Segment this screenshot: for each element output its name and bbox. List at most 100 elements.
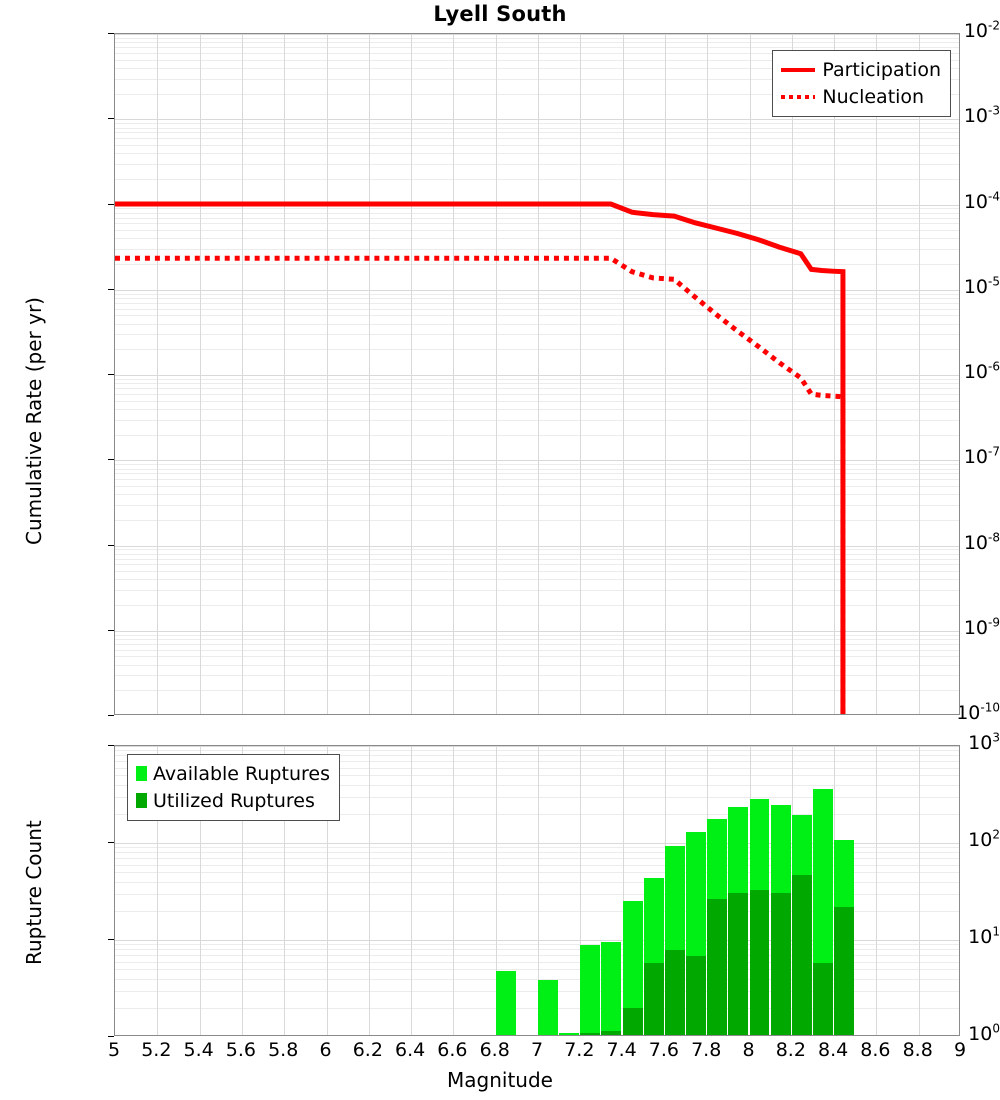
bar-available-ruptures: [495, 970, 516, 1035]
gridline-vertical: [580, 746, 581, 1035]
gridline-horizontal: [115, 554, 959, 555]
y-tick-label: 101: [968, 924, 1000, 948]
gridline-horizontal: [115, 494, 959, 495]
gridline-horizontal: [115, 375, 959, 376]
bar-utilized-ruptures: [580, 1032, 601, 1035]
gridline-vertical: [623, 746, 624, 1035]
y-tick-label: 10-6: [963, 359, 1000, 383]
gridline-horizontal: [115, 962, 959, 963]
gridline-horizontal: [115, 635, 959, 636]
bar-utilized-ruptures: [601, 1030, 622, 1035]
x-tick-label: 8.8: [902, 1039, 933, 1061]
gridline-horizontal: [115, 145, 959, 146]
legend-item-participation: Participation: [781, 56, 941, 83]
gridline-horizontal: [115, 949, 959, 950]
gridline-horizontal: [115, 469, 959, 470]
gridline-vertical: [157, 34, 158, 714]
gridline-horizontal: [115, 979, 959, 980]
x-tick-label: 5: [107, 1039, 121, 1061]
gridline-horizontal: [115, 785, 959, 786]
x-tick-label: 7.8: [691, 1039, 722, 1061]
gridline-horizontal: [115, 213, 959, 214]
y-tick-label: 10-5: [963, 274, 1000, 298]
gridline-vertical: [876, 746, 877, 1035]
dotted-line-swatch-icon: [781, 94, 816, 99]
bar-utilized-ruptures: [686, 956, 706, 1035]
gridline-horizontal: [115, 290, 959, 291]
bar-utilized-ruptures: [643, 963, 664, 1035]
x-tick-label: 8.4: [817, 1039, 849, 1061]
gridline-vertical: [200, 34, 201, 714]
x-axis-label: Magnitude: [447, 1068, 553, 1092]
gridline-horizontal: [115, 473, 959, 474]
y-tick-mark: [108, 545, 114, 546]
x-tick-label: 5.4: [183, 1039, 214, 1061]
gridline-horizontal: [115, 882, 959, 883]
x-tick-label: 7.6: [648, 1039, 679, 1061]
utilized-ruptures-swatch-icon: [136, 793, 147, 808]
gridline-horizontal: [115, 644, 959, 645]
gridline-horizontal: [115, 218, 959, 219]
y-tick-mark: [108, 745, 114, 746]
y-tick-mark: [108, 289, 114, 290]
series-line-participation: [115, 201, 846, 714]
gridline-vertical: [665, 34, 666, 714]
gridline-horizontal: [115, 579, 959, 580]
gridline-horizontal: [115, 505, 959, 506]
gridline-vertical: [496, 746, 497, 1035]
gridline-vertical: [538, 34, 539, 714]
x-tick-label: 5.6: [225, 1039, 256, 1061]
gridline-horizontal: [115, 119, 959, 120]
gridline-horizontal: [115, 123, 959, 124]
gridline-horizontal: [115, 309, 959, 310]
gridline-vertical: [792, 34, 793, 714]
gridline-horizontal: [115, 768, 959, 769]
gridline-horizontal: [115, 969, 959, 970]
top-panel-y-axis-label: Cumulative Rate (per yr): [22, 297, 46, 545]
x-tick-label: 7.2: [564, 1039, 595, 1061]
gridline-vertical: [369, 746, 370, 1035]
gridline-horizontal: [115, 755, 959, 756]
gridline-vertical: [919, 34, 920, 714]
gridline-horizontal: [115, 223, 959, 224]
bar-available-ruptures: [601, 941, 622, 1035]
gridline-horizontal: [115, 409, 959, 410]
gridline-horizontal: [115, 590, 959, 591]
x-tick-label: 8: [742, 1039, 755, 1061]
bar-available-ruptures: [622, 901, 643, 1035]
y-tick-label: 100: [968, 1021, 1000, 1045]
gridline-horizontal: [115, 847, 959, 848]
gridline-horizontal: [115, 865, 959, 866]
bottom-panel-y-axis-label: Rupture Count: [22, 820, 46, 965]
x-tick-label: 6.2: [352, 1039, 383, 1061]
gridline-horizontal: [115, 420, 959, 421]
gridline-horizontal: [115, 479, 959, 480]
gridline-horizontal: [115, 128, 959, 129]
gridline-horizontal: [115, 750, 959, 751]
gridline-horizontal: [115, 605, 959, 606]
gridline-horizontal: [115, 401, 959, 402]
gridline-horizontal: [115, 546, 959, 547]
gridline-horizontal: [115, 894, 959, 895]
gridline-horizontal: [115, 571, 959, 572]
gridline-horizontal: [115, 230, 959, 231]
gridline-horizontal: [115, 349, 959, 350]
gridline-vertical: [411, 746, 412, 1035]
bar-utilized-ruptures: [812, 963, 833, 1035]
gridline-vertical: [580, 34, 581, 714]
gridline-horizontal: [115, 559, 959, 560]
y-tick-label: 10-4: [963, 189, 1000, 213]
gridline-vertical: [623, 34, 624, 714]
gridline-horizontal: [115, 460, 959, 461]
gridline-horizontal: [115, 852, 959, 853]
gridline-horizontal: [115, 315, 959, 316]
x-tick-label: 6: [319, 1039, 332, 1061]
page-title: Lyell South: [433, 2, 567, 26]
gridline-horizontal: [115, 650, 959, 651]
rupture-count-plot: Available Ruptures Utilized Ruptures: [114, 745, 960, 1036]
gridline-vertical: [327, 34, 328, 714]
available-ruptures-swatch-icon: [136, 766, 147, 781]
x-tick-label: 6.4: [394, 1039, 426, 1061]
gridline-horizontal: [115, 47, 959, 48]
